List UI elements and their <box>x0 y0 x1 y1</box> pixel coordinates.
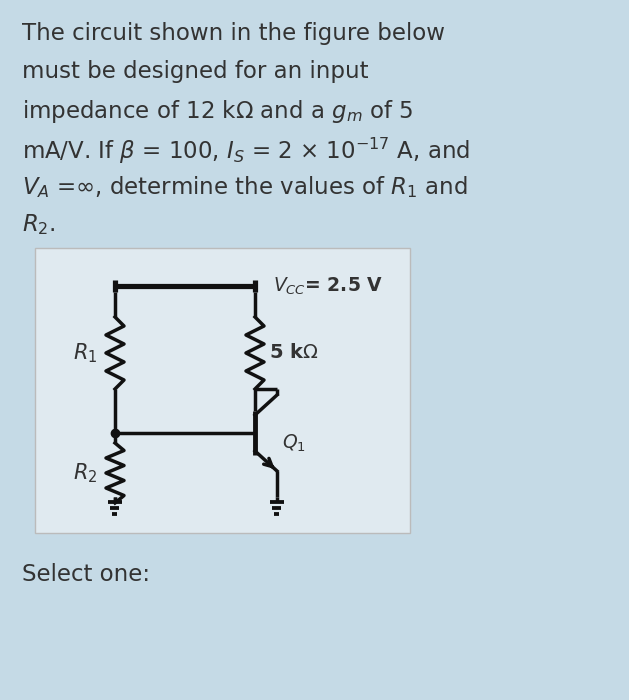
Text: $Q_1$: $Q_1$ <box>282 433 306 454</box>
FancyBboxPatch shape <box>35 248 410 533</box>
Text: impedance of 12 k$\Omega$ and a $g_{m}$ of 5: impedance of 12 k$\Omega$ and a $g_{m}$ … <box>22 98 413 125</box>
Text: $V_{CC}$= 2.5 V: $V_{CC}$= 2.5 V <box>273 275 383 297</box>
Text: $R_2$.: $R_2$. <box>22 212 55 237</box>
Text: $R_1$: $R_1$ <box>72 341 97 365</box>
Text: mA/V. If $\beta$ = 100, $I_S$ = 2 $\times$ 10$^{-17}$ A, and: mA/V. If $\beta$ = 100, $I_S$ = 2 $\time… <box>22 136 470 166</box>
Text: must be designed for an input: must be designed for an input <box>22 60 369 83</box>
Text: Select one:: Select one: <box>22 563 150 586</box>
Text: $V_A$ =$\infty$, determine the values of $R_1$ and: $V_A$ =$\infty$, determine the values of… <box>22 174 467 200</box>
Text: The circuit shown in the figure below: The circuit shown in the figure below <box>22 22 445 45</box>
Text: 5 k$\Omega$: 5 k$\Omega$ <box>269 344 318 363</box>
Text: $R_2$: $R_2$ <box>72 461 97 485</box>
